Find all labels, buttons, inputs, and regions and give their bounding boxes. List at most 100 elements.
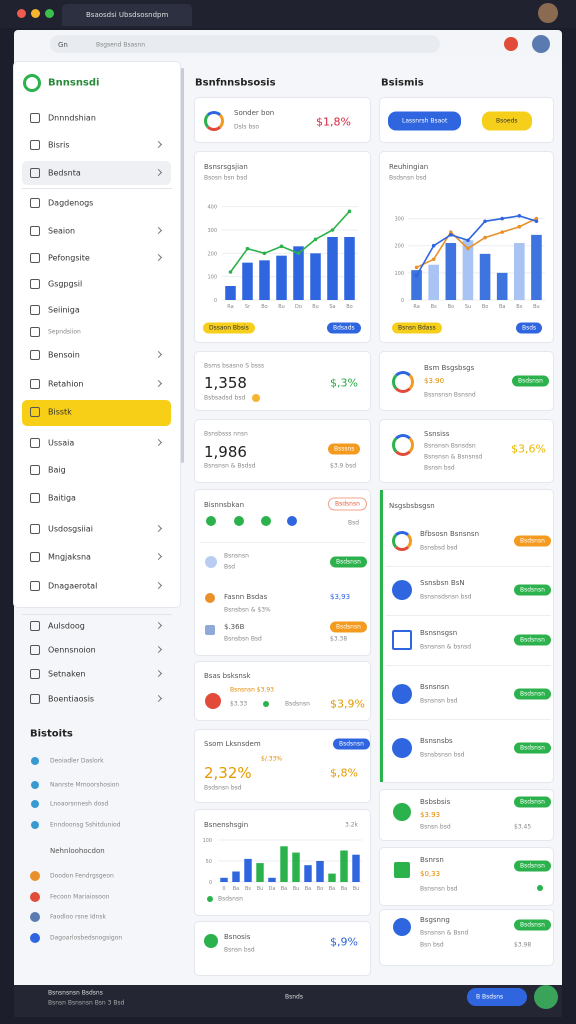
- panel-item-subtitle: Bsnsnsdsnsn bsd: [420, 593, 472, 601]
- group-title: Nehnloohocdon: [50, 847, 105, 855]
- nav-icon: [30, 253, 40, 263]
- taskbar-button[interactable]: B Bsdsns: [476, 993, 504, 1001]
- activity-title: Bisnnsbkan: [204, 501, 245, 509]
- nav-item[interactable]: Bisris: [48, 140, 70, 150]
- group-item[interactable]: Doodon Fendrgsgeon: [50, 872, 114, 880]
- section-item[interactable]: Enndoonsg Sshitduniod: [50, 821, 121, 829]
- nav-icon: [30, 493, 40, 503]
- stat-label: Ssom Lksnsdem: [204, 740, 261, 748]
- min-dot[interactable]: [31, 9, 40, 18]
- url-field[interactable]: [50, 35, 440, 53]
- icon: [205, 693, 221, 709]
- donut-icon: [392, 434, 414, 456]
- chart-action[interactable]: Bsds: [516, 322, 543, 334]
- nav-icon: [30, 198, 40, 208]
- stat-change: $3,9%: [330, 697, 365, 711]
- column-title: Bsnfnnsbsosis: [195, 77, 276, 89]
- max-dot[interactable]: [45, 9, 54, 18]
- nav-item[interactable]: Retahion: [48, 379, 84, 389]
- nav-item[interactable]: Aulsdoog: [48, 621, 85, 631]
- nav-item[interactable]: Oennsnoion: [48, 645, 96, 655]
- stat-delta: $/.33%: [261, 755, 283, 763]
- stat-note: Bsdsnsn bsd: [204, 784, 242, 792]
- stat-subtitle: Bsnsn bsd: [224, 946, 255, 954]
- section-item[interactable]: Nanrste Mmoorshosion: [50, 781, 120, 789]
- nav-icon: [30, 465, 40, 475]
- nav-item[interactable]: Dagdenogs: [48, 198, 94, 208]
- panel-item-title: Bsnsnsn: [420, 683, 450, 691]
- divider: [386, 665, 551, 666]
- nav-item[interactable]: Pefongsite: [48, 253, 90, 263]
- panel-item-title: Bsnsnsbs: [420, 737, 453, 745]
- icon: [206, 516, 216, 526]
- nav-item[interactable]: Setnaken: [48, 669, 86, 679]
- row-title: Bsnsnsn: [224, 552, 249, 560]
- nav-item[interactable]: Seiiniga: [48, 305, 80, 315]
- avatar[interactable]: [538, 3, 558, 23]
- tile-line: Bsnsnsn & Bsnd: [420, 929, 469, 937]
- nav-item[interactable]: Bisstk: [48, 407, 72, 417]
- tab-title[interactable]: Bsaosdsi Ubsdsosndpm: [86, 11, 169, 19]
- tile-card: [380, 910, 553, 965]
- nav-item[interactable]: Baitiga: [48, 493, 76, 503]
- section-item[interactable]: Lnoaorsnnesh dosd: [50, 800, 109, 808]
- nav-active[interactable]: [22, 400, 171, 426]
- secondary-button[interactable]: Bsoeds: [482, 111, 532, 131]
- nav-item[interactable]: Ussaia: [48, 438, 75, 448]
- taskbar-search[interactable]: Bsnds: [285, 993, 303, 1001]
- nav-item[interactable]: Sepndsiion: [48, 328, 81, 336]
- taskbar-button-bg[interactable]: [467, 988, 527, 1006]
- panel-title: Nsgsbsbsgsn: [389, 502, 435, 510]
- icon: [252, 394, 260, 402]
- group-item[interactable]: Dagoarlosbedsnogsigon: [50, 934, 123, 942]
- nav-item[interactable]: Dnagaerotal: [48, 581, 98, 591]
- nav-icon: [30, 524, 40, 534]
- nav-icon: [30, 327, 40, 337]
- section-item[interactable]: Deoiadler Daslork: [50, 757, 104, 765]
- address-text[interactable]: Bsgsend Bsasnn: [96, 41, 146, 49]
- nav-item[interactable]: Gsgpgsil: [48, 279, 83, 289]
- nav-item[interactable]: Mngjaksna: [48, 552, 91, 562]
- summary-value: $1,8%: [316, 115, 351, 129]
- brand-logo: [23, 74, 41, 92]
- brand-name: Bnnsnsdi: [48, 77, 100, 89]
- extension-icon[interactable]: [504, 37, 518, 51]
- icon: [261, 516, 271, 526]
- profile-icon[interactable]: [532, 35, 550, 53]
- tile-extra: $3.45: [514, 823, 532, 831]
- icon: [207, 896, 213, 902]
- icon: [393, 918, 411, 936]
- nav-item[interactable]: Seaion: [48, 226, 76, 236]
- nav-hover[interactable]: [22, 161, 171, 185]
- nav-item[interactable]: Bedsnta: [48, 168, 81, 178]
- primary-button[interactable]: Lassnrsh Bsaot: [388, 111, 462, 131]
- nav-icon: [30, 438, 40, 448]
- row-subtitle: Bsnsbsn & $3%: [224, 606, 271, 614]
- panel-item-title: Bsnsnsgsn: [420, 629, 458, 637]
- nav-item[interactable]: Baig: [48, 465, 66, 475]
- nav-item[interactable]: Bensoin: [48, 350, 80, 360]
- nav-item[interactable]: Boentiaosis: [48, 694, 95, 704]
- icon: [394, 862, 410, 878]
- chart-filter[interactable]: Bsnsn Bdass: [392, 322, 442, 334]
- stat-badge: Bsssns: [328, 443, 361, 455]
- chart-action[interactable]: Bdsads: [327, 322, 361, 334]
- item-icon: [30, 912, 40, 922]
- panel-item-badge: Bsdsnsn: [514, 535, 551, 547]
- nav-icon: [30, 113, 40, 123]
- close-dot[interactable]: [17, 9, 26, 18]
- group-item[interactable]: Faodloo rsne Idnsk: [50, 913, 106, 921]
- panel-accent: [380, 490, 383, 782]
- nav-item[interactable]: Usdosgsiiai: [48, 524, 93, 534]
- tile-badge: Bsdsnsn: [514, 860, 551, 872]
- user-avatar[interactable]: [534, 985, 558, 1009]
- chart-filter[interactable]: Dssaon Bbsis: [203, 322, 255, 334]
- group-item[interactable]: Fecoon Mariaiosoon: [50, 893, 110, 901]
- tile-value: $3.93: [420, 811, 441, 819]
- stat-card: [195, 662, 370, 720]
- nav-icon: [30, 379, 40, 389]
- tab[interactable]: [62, 4, 192, 26]
- item-icon: [31, 800, 39, 808]
- nav-item[interactable]: Dnnndshian: [48, 113, 96, 123]
- taskbar-subtitle: Bsnsn Bsnsnsn Bsn 3 Bsd: [48, 999, 125, 1007]
